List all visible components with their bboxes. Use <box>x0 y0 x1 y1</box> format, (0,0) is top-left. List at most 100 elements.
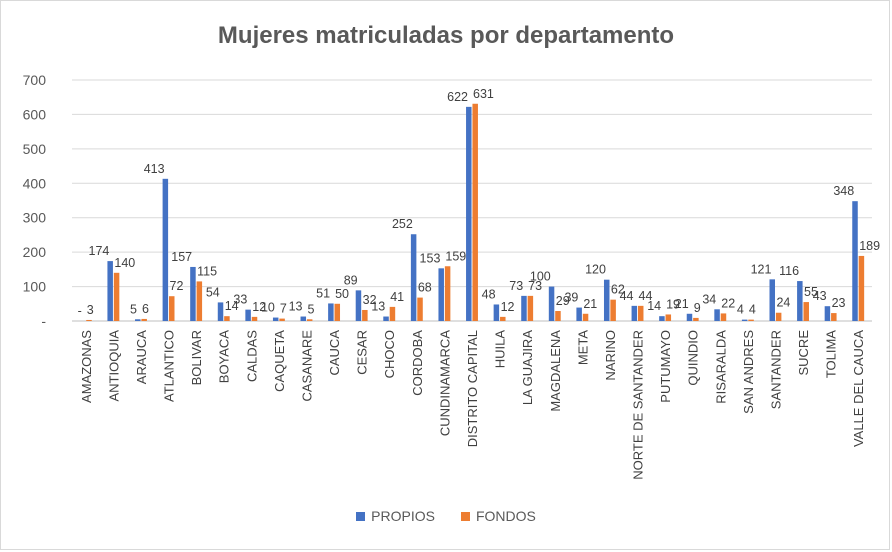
bar-propios-norte-de-santander <box>631 305 638 321</box>
x-tick-label-caqueta: CAQUETA <box>272 330 287 392</box>
data-label-propios-tolima: 43 <box>813 289 827 303</box>
x-tick-label-meta: META <box>575 330 590 365</box>
bar-fondos-boyaca <box>224 316 230 321</box>
x-tick-label-putumayo: PUTUMAYO <box>658 330 673 403</box>
bar-propios-narino <box>603 279 610 321</box>
x-tick-label-distrito-capital: DISTRITO CAPITAL <box>465 330 480 447</box>
y-tick-label-300: 300 <box>23 210 47 226</box>
bar-fondos-norte-de-santander <box>637 305 644 321</box>
data-label-propios-casanare: 13 <box>289 300 303 314</box>
x-tick-label-bolivar: BOLIVAR <box>189 330 204 385</box>
data-label-fondos-putumayo: 19 <box>666 297 680 311</box>
data-label-propios-cundinamarca: 153 <box>420 251 441 265</box>
data-label-propios-choco: 13 <box>371 300 385 314</box>
data-label-fondos-cauca: 50 <box>335 287 349 301</box>
data-label-fondos-distrito-capital: 631 <box>473 87 494 101</box>
data-label-propios-cesar: 89 <box>344 273 358 287</box>
x-tick-label-cauca: CAUCA <box>327 330 342 376</box>
x-tick-label-sucre: SUCRE <box>796 330 811 376</box>
bar-fondos-huila <box>500 316 506 321</box>
x-tick-label-cordoba: CORDOBA <box>410 330 425 396</box>
data-label-fondos-sucre: 55 <box>804 285 818 299</box>
bar-propios-caqueta <box>272 317 279 321</box>
x-tick-label-magdalena: MAGDALENA <box>548 330 563 412</box>
bar-fondos-cesar <box>362 309 368 321</box>
legend-label-fondos: FONDOS <box>475 508 536 524</box>
data-label-fondos-bolivar: 115 <box>197 264 217 278</box>
bar-propios-boyaca <box>217 302 224 321</box>
chart-title: Mujeres matriculadas por departamento <box>217 22 675 49</box>
x-tick-label-cesar: CESAR <box>355 330 370 375</box>
data-label-fondos-cordoba: 68 <box>418 281 432 295</box>
y-tick-label-600: 600 <box>23 106 47 122</box>
data-label-propios-bolivar: 157 <box>171 250 192 264</box>
bar-fondos-caqueta <box>279 318 285 321</box>
bar-fondos-arauca <box>141 318 147 321</box>
data-label-propios-putumayo: 14 <box>647 299 661 313</box>
bar-propios-bolivar <box>190 266 196 321</box>
x-tick-label-boyaca: BOYACA <box>217 330 232 384</box>
x-tick-label-casanare: CASANARE <box>299 330 314 402</box>
legend-item-fondos: FONDOS <box>460 508 536 524</box>
bar-propios-cordoba <box>410 234 417 321</box>
x-tick-label-huila: HUILA <box>493 330 508 369</box>
data-label-fondos-cundinamarca: 159 <box>445 249 466 263</box>
data-label-propios-amazonas: - <box>78 304 82 318</box>
bar-fondos-san-andres <box>748 319 754 321</box>
data-label-fondos-valle-del-cauca: 189 <box>859 239 880 253</box>
data-label-fondos-meta: 21 <box>583 297 597 311</box>
data-label-propios-arauca: 5 <box>130 302 137 316</box>
data-label-propios-valle-del-cauca: 348 <box>833 184 854 198</box>
data-label-propios-huila: 48 <box>482 287 496 301</box>
bar-fondos-quindio <box>693 317 699 321</box>
data-label-propios-atlantico: 413 <box>144 162 165 176</box>
y-tick-label-700: 700 <box>23 72 47 88</box>
bar-propios-valle-del-cauca <box>852 201 858 321</box>
bar-propios-santander <box>769 279 775 321</box>
x-tick-label-santander: SANTANDER <box>768 330 783 409</box>
bar-propios-caldas <box>245 309 251 321</box>
bar-fondos-atlantico <box>169 296 175 321</box>
data-label-propios-boyaca: 54 <box>206 285 220 299</box>
data-label-fondos-caldas: 12 <box>252 300 266 314</box>
bar-propios-la-guajira <box>521 295 527 321</box>
bar-fondos-la-guajira <box>527 295 534 321</box>
data-label-propios-quindio: 21 <box>675 297 689 311</box>
bar-fondos-narino <box>610 299 616 321</box>
data-label-fondos-antioquia: 140 <box>114 256 135 270</box>
bar-fondos-putumayo <box>665 314 672 321</box>
data-label-fondos-san-andres: 4 <box>749 303 756 317</box>
bar-fondos-cordoba <box>417 297 423 321</box>
bar-propios-casanare <box>300 316 307 321</box>
bar-propios-cesar <box>355 290 362 321</box>
data-label-propios-santander: 121 <box>751 262 772 276</box>
data-label-fondos-magdalena: 29 <box>556 294 570 308</box>
data-label-propios-sucre: 116 <box>779 264 799 278</box>
data-label-fondos-la-guajira: 73 <box>528 279 542 293</box>
bar-fondos-casanare <box>306 319 313 321</box>
bar-propios-risaralda <box>714 309 720 321</box>
data-label-fondos-atlantico: 72 <box>170 279 184 293</box>
data-label-propios-la-guajira: 73 <box>509 279 523 293</box>
x-tick-label-atlantico: ATLANTICO <box>162 330 177 402</box>
bar-propios-distrito-capital <box>466 106 472 322</box>
data-label-fondos-quindio: 9 <box>694 301 701 315</box>
bar-propios-quindio <box>686 313 693 321</box>
bar-fondos-cauca <box>334 303 341 321</box>
legend-label-propios: PROPIOS <box>371 508 435 524</box>
y-tick-label-200: 200 <box>23 244 47 260</box>
x-tick-label-narino: NARINO <box>603 330 618 381</box>
bar-propios-meta <box>576 307 582 321</box>
data-label-fondos-amazonas: 3 <box>87 303 94 317</box>
data-label-fondos-arauca: 6 <box>142 302 149 316</box>
x-tick-label-valle-del-cauca: VALLE DEL CAUCA <box>851 330 866 447</box>
y-tick-label-100: 100 <box>23 279 47 295</box>
data-label-propios-antioquia: 174 <box>89 244 110 258</box>
data-label-fondos-narino: 62 <box>611 283 625 297</box>
data-label-fondos-cesar: 32 <box>363 293 377 307</box>
x-tick-label-la-guajira: LA GUAJIRA <box>520 330 535 405</box>
data-label-propios-meta: 39 <box>564 291 578 305</box>
bar-fondos-bolivar <box>196 281 203 321</box>
y-tick-label-0: - <box>41 313 46 329</box>
